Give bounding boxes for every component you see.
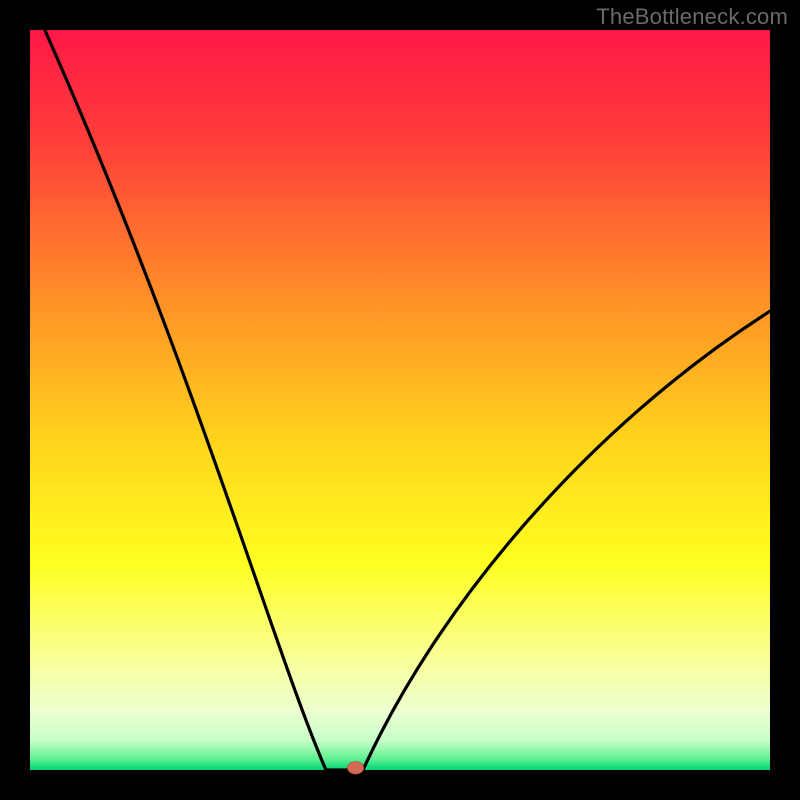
- watermark-text: TheBottleneck.com: [596, 4, 788, 30]
- plot-gradient-background: [30, 30, 770, 770]
- bottleneck-chart: [0, 0, 800, 800]
- optimal-point-marker: [347, 761, 363, 774]
- chart-container: TheBottleneck.com: [0, 0, 800, 800]
